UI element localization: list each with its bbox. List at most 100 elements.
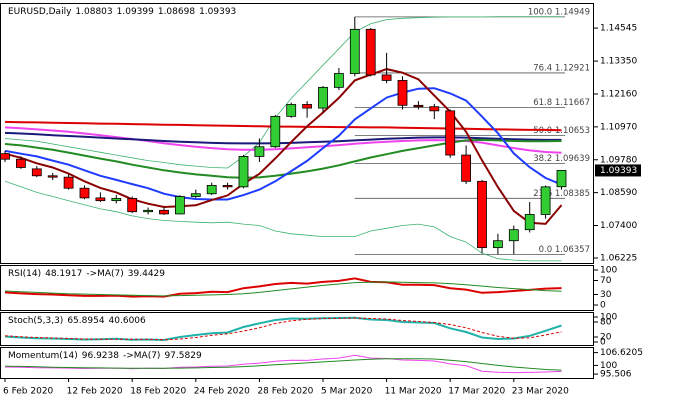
candle-body (429, 106, 440, 112)
ohlc-value: 1.08803 (75, 7, 112, 17)
series-line (4, 180, 562, 262)
current-price: 1.09393 (600, 166, 637, 176)
candle-body (524, 214, 535, 231)
y-tick-label: 100 (600, 266, 617, 276)
series-line (4, 16, 562, 169)
indicator-value: 97.5829 (164, 351, 201, 361)
ohlc-value: 1.09399 (117, 7, 154, 17)
candle-body (111, 198, 122, 202)
indicator-value: 65.8954 (67, 316, 104, 326)
candle-body (508, 229, 519, 242)
candle-body (556, 170, 567, 188)
y-tick-label: 100 (600, 313, 617, 323)
candle-body (174, 196, 185, 215)
indicator-name: RSI(14) (8, 269, 41, 279)
y-tick-label: 95.506 (600, 370, 632, 380)
ohlc-value: 1.09393 (199, 7, 236, 17)
indicator-name: ->MA(7) (123, 351, 160, 361)
fib-label: 0.0 1.06357 (539, 245, 590, 255)
x-tick-label: 23 Mar 2020 (512, 387, 569, 397)
y-tick-label: 1.09780 (600, 155, 637, 165)
indicator-value: 39.4429 (128, 269, 165, 279)
indicator-value: 96.9238 (82, 351, 119, 361)
candle-body (540, 186, 551, 215)
candle-body (0, 153, 10, 160)
candle-body (477, 180, 487, 249)
y-tick-label: 100 (600, 361, 617, 371)
y-tick-label: 1.07400 (600, 221, 637, 231)
candle-body (254, 146, 265, 157)
candle-body (190, 193, 201, 197)
candle-body (15, 158, 26, 168)
candle-body (143, 209, 154, 213)
y-tick-label: 0 (600, 301, 606, 311)
y-tick-label: 70 (600, 276, 612, 286)
candle-body (333, 73, 344, 88)
candle-body (238, 156, 249, 188)
x-tick-label: 18 Feb 2020 (130, 387, 186, 397)
candle-body (95, 197, 106, 202)
indicator-name: Momentum(14) (8, 351, 78, 361)
indicator-name: Stoch(5,3,3) (8, 316, 63, 326)
candle-body (461, 154, 472, 182)
pane-header: Stoch(5,3,3) 65.8954 40.6006 (8, 316, 146, 326)
fib-label: 76.4 1.12921 (533, 63, 590, 73)
fib-label: 100.0 1.14949 (528, 7, 590, 17)
indicator-value: 48.1917 (45, 269, 82, 279)
candle-body (79, 187, 90, 199)
pane-header: Momentum(14) 96.9238 ->MA(7) 97.5829 (8, 351, 202, 361)
candle-body (127, 198, 138, 213)
y-tick-label: 20 (600, 333, 612, 343)
x-tick-label: 12 Feb 2020 (67, 387, 123, 397)
candle-body (492, 240, 503, 249)
series-line (4, 277, 562, 298)
y-tick-label: 30 (600, 290, 612, 300)
chart-title: EURUSD,Daily (8, 7, 72, 17)
series-line (4, 120, 562, 132)
x-tick-label: 11 Mar 2020 (385, 387, 442, 397)
series-line (4, 358, 562, 371)
y-tick-label: 1.12160 (600, 89, 637, 99)
series-line (4, 317, 562, 341)
candle-body (286, 104, 297, 117)
y-tick-label: 1.06225 (600, 253, 637, 263)
y-tick-label: 1.14545 (600, 24, 637, 34)
fib-label: 23.6 1.08385 (533, 189, 590, 199)
x-tick-label: 17 Mar 2020 (448, 387, 505, 397)
y-tick-label: 1.13350 (600, 57, 637, 67)
ohlc-value: 1.08698 (158, 7, 195, 17)
candle-body (31, 168, 42, 177)
y-tick-label: 1.10970 (600, 122, 637, 132)
candle-body (381, 74, 392, 81)
pane-frame (0, 265, 594, 311)
pane-frame (0, 312, 594, 346)
pane-header: RSI(14) 48.1917 ->MA(7) 39.4429 (8, 269, 165, 279)
candle-body (270, 115, 281, 148)
pane-frame (0, 347, 594, 379)
x-tick-label: 6 Feb 2020 (3, 387, 54, 397)
current-price-box (595, 164, 641, 177)
fib-label: 50.0 1.10653 (533, 126, 590, 136)
pane-frame (0, 3, 594, 264)
indicator-name: ->MA(7) (86, 269, 123, 279)
y-tick-label: 0 (600, 338, 606, 348)
candle-body (63, 176, 74, 189)
candle-body (413, 104, 424, 108)
series-line (4, 281, 562, 297)
x-tick-label: 28 Feb 2020 (257, 387, 313, 397)
fib-label: 61.8 1.11667 (533, 98, 590, 108)
pane-header: EURUSD,Daily 1.08803 1.09399 1.08698 1.09393 (8, 7, 236, 17)
candle-body (349, 28, 360, 74)
y-tick-label: 80 (600, 318, 612, 328)
candle-body (365, 28, 376, 76)
y-tick-label: 106.6205 (600, 348, 643, 358)
candle-body (302, 104, 313, 109)
series-line (4, 68, 563, 225)
candle-body (318, 86, 328, 109)
x-tick-label: 5 Mar 2020 (321, 387, 373, 397)
candle-body (206, 185, 217, 195)
fib-label: 38.2 1.09639 (533, 154, 590, 164)
candle-body (397, 80, 408, 106)
